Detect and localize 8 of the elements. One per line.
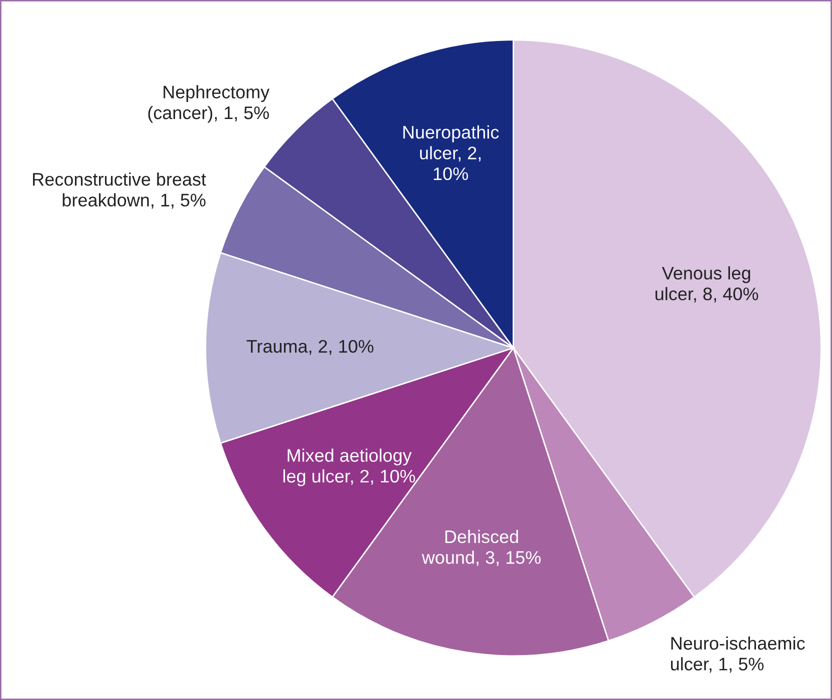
slice-label: Venous leg ulcer, 8, 40% [656,266,758,302]
slice-label: Dehisced wound, 3, 15% [422,530,541,566]
slice-label: Trauma, 2, 10% [246,340,374,355]
slice-label: Nephrectomy (cancer), 1, 5% [148,85,270,123]
slice-label: Neuro-ischaemic ulcer, 1, 5% [671,636,805,673]
slice-label: Reconstructive breast breakdown, 1, 5% [33,172,206,209]
slice-label: Nueropathic ulcer, 2, 10% [403,125,499,180]
slice-label: Mixed aetiology leg ulcer, 2, 10% [283,448,416,486]
